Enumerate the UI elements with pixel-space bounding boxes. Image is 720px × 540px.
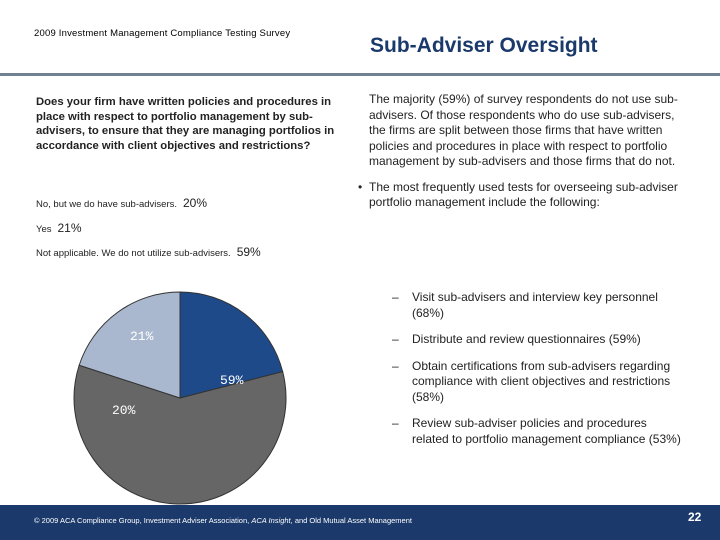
slide-title: Sub-Adviser Oversight xyxy=(370,34,598,57)
bullet-item: • The most frequently used tests for ove… xyxy=(358,180,678,211)
footer-bar xyxy=(0,505,720,540)
sub-bullet-marker: – xyxy=(392,358,399,373)
bullet-item: The majority (59%) of survey respondents… xyxy=(358,92,678,170)
sub-bullet-item: – Review sub-adviser policies and proced… xyxy=(392,416,682,447)
header-divider xyxy=(0,73,720,76)
answer-percent: 59% xyxy=(236,245,261,259)
sub-bullet-text: Distribute and review questionnaires (59… xyxy=(412,332,641,346)
answer-label-no: No, but we do have sub-advisers. 20% xyxy=(36,196,207,210)
footer-text-italic: ACA Insight, xyxy=(251,516,293,525)
sub-bullet-item: – Obtain certifications from sub-adviser… xyxy=(392,359,682,406)
sub-bullet-marker: – xyxy=(392,416,399,430)
answer-text: Not applicable. We do not utilize sub-ad… xyxy=(36,248,231,259)
bullet-text: The most frequently used tests for overs… xyxy=(369,179,678,210)
pie-slice xyxy=(73,364,287,505)
sub-bullet-text: Review sub-adviser policies and procedur… xyxy=(412,416,681,446)
sub-bullet-text: Visit sub-advisers and interview key per… xyxy=(412,290,658,320)
footer-text-a: © 2009 ACA Compliance Group, Investment … xyxy=(34,516,252,525)
sub-bullet-marker: – xyxy=(392,290,399,304)
pie-slice xyxy=(78,291,181,399)
answer-text: Yes xyxy=(36,224,52,235)
sub-bullet-list: – Visit sub-advisers and interview key p… xyxy=(392,290,682,458)
sub-bullet-text: Obtain certifications from sub-advisers … xyxy=(412,358,671,404)
bullet-text: The majority (59%) of survey respondents… xyxy=(369,92,678,168)
answer-percent: 20% xyxy=(183,196,208,210)
survey-question: Does your firm have written policies and… xyxy=(36,96,335,152)
survey-title: 2009 Investment Management Compliance Te… xyxy=(34,28,291,39)
answer-text: No, but we do have sub-advisers. xyxy=(36,199,177,210)
pie-chart: 21% 59% 20% xyxy=(73,291,287,505)
sub-bullet-item: – Visit sub-advisers and interview key p… xyxy=(392,290,682,321)
answer-percent: 21% xyxy=(57,221,82,235)
answer-label-yes: Yes 21% xyxy=(36,221,82,235)
pie-slice-label: 59% xyxy=(220,373,244,388)
answer-label-not-applicable: Not applicable. We do not utilize sub-ad… xyxy=(36,245,261,259)
bullet-list: The majority (59%) of survey respondents… xyxy=(358,92,678,221)
footer-copyright: © 2009 ACA Compliance Group, Investment … xyxy=(34,516,412,525)
pie-slice-label: 20% xyxy=(112,403,136,418)
sub-bullet-item: – Distribute and review questionnaires (… xyxy=(392,332,682,348)
sub-bullet-marker: – xyxy=(392,332,399,346)
bullet-marker: • xyxy=(358,179,363,194)
footer-text-b: and Old Mutual Asset Management xyxy=(292,516,412,525)
pie-slice xyxy=(179,291,284,399)
pie-slice-label: 21% xyxy=(130,329,154,344)
page-number: 22 xyxy=(688,510,702,524)
